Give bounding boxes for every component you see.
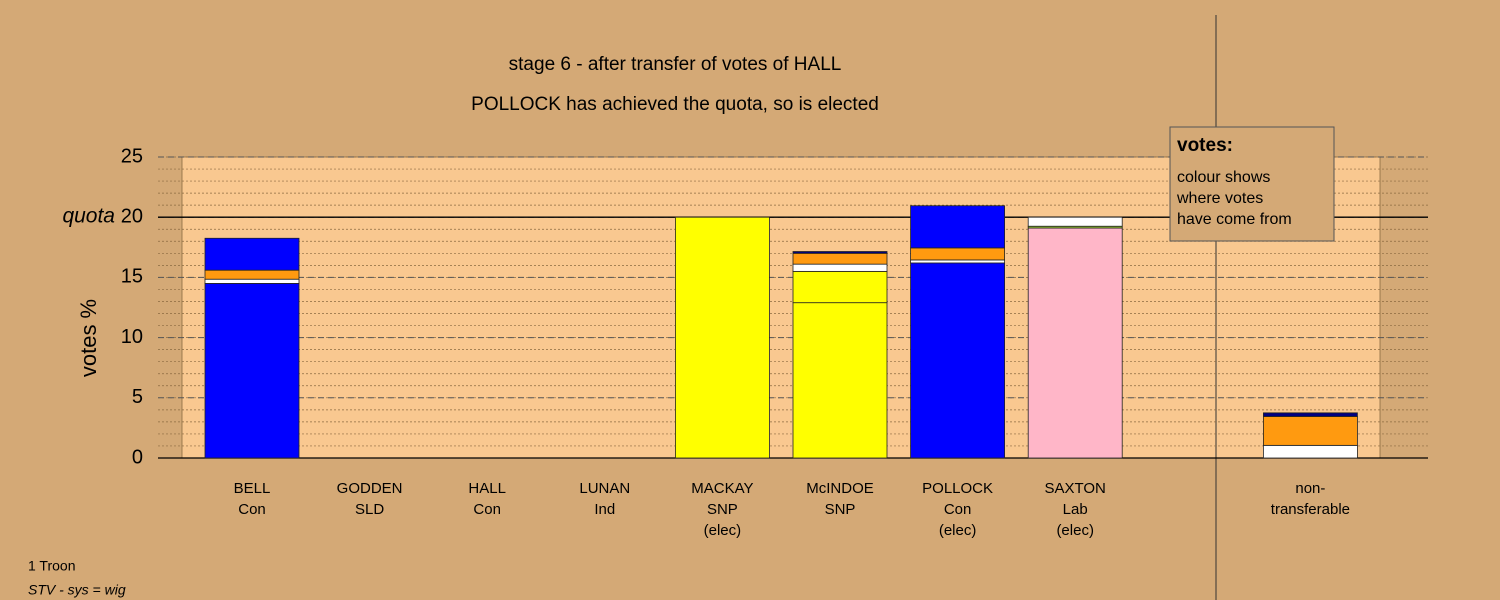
- bar-segment: [792, 252, 888, 265]
- x-tick-label: non-: [1295, 480, 1325, 497]
- footnote: 1 Troon: [28, 558, 75, 574]
- x-tick-label: transferable: [1271, 501, 1350, 518]
- footnote: STV - sys = wig: [28, 582, 126, 598]
- bar-segment: [204, 283, 300, 459]
- plot: 0 5 10 15 20 25 quota BELL Con GODDEN SLD HALL Con LU…: [62, 145, 1428, 539]
- bar-segment: [204, 237, 300, 271]
- legend-text: have come from: [1177, 211, 1292, 228]
- x-tick-label: POLLOCK: [922, 480, 993, 497]
- y-tick-label: 0: [132, 446, 143, 468]
- chart-title: stage 6 - after transfer of votes of HAL…: [509, 54, 842, 75]
- x-tick-label: McINDOE: [806, 480, 874, 497]
- x-tick-label: Con: [473, 501, 501, 518]
- bar-segment: [910, 205, 1005, 249]
- x-tick-label: BELL: [234, 480, 271, 497]
- x-tick-label: Con: [238, 501, 266, 518]
- y-tick-label: 5: [132, 386, 143, 408]
- x-tick-label: Ind: [594, 501, 615, 518]
- bar-segment: [910, 259, 1005, 264]
- y-tick-label: 25: [121, 145, 143, 167]
- x-tick-label: GODDEN: [337, 480, 403, 497]
- bar-segment: [204, 278, 300, 284]
- x-tick-label: (elec): [939, 522, 977, 539]
- bar-segment: [675, 216, 770, 459]
- legend-text: where votes: [1176, 190, 1263, 207]
- x-tick-label: (elec): [1056, 522, 1094, 539]
- quota-label: quota: [62, 205, 115, 228]
- bar-segment: [1263, 416, 1358, 446]
- legend-box: [1169, 126, 1335, 242]
- x-tick-label: MACKAY: [691, 480, 753, 497]
- chart-subtitle: POLLOCK has achieved the quota, so is el…: [471, 94, 879, 115]
- x-tick-label: LUNAN: [579, 480, 630, 497]
- y-tick-label: 10: [121, 326, 143, 348]
- bar-segment: [792, 270, 888, 304]
- bar-segment: [910, 247, 1005, 261]
- bar-segment: [792, 263, 888, 272]
- bar-segment: [792, 302, 888, 459]
- x-tick-label: SAXTON: [1044, 480, 1105, 497]
- legend-text: colour shows: [1177, 169, 1270, 186]
- y-axis-label: votes %: [76, 299, 101, 377]
- x-tick-label: (elec): [704, 522, 742, 539]
- bar-segment: [204, 269, 300, 280]
- bar-segment: [1263, 412, 1358, 417]
- bar-segment: [1263, 444, 1358, 459]
- bar-segment: [1027, 216, 1123, 227]
- x-tick-label: SLD: [355, 501, 384, 518]
- x-tick-label: SNP: [825, 501, 856, 518]
- x-tick-label: Lab: [1063, 501, 1088, 518]
- bar-segment: [1027, 227, 1123, 459]
- x-tick-label: Con: [944, 501, 972, 518]
- bar-segment: [792, 251, 888, 254]
- y-tick-label: 20: [121, 205, 143, 227]
- x-tick-label: SNP: [707, 501, 738, 518]
- bar-segment: [910, 262, 1005, 459]
- x-tick-label: HALL: [468, 480, 506, 497]
- legend-title: votes:: [1177, 135, 1233, 156]
- y-tick-label: 15: [121, 266, 143, 288]
